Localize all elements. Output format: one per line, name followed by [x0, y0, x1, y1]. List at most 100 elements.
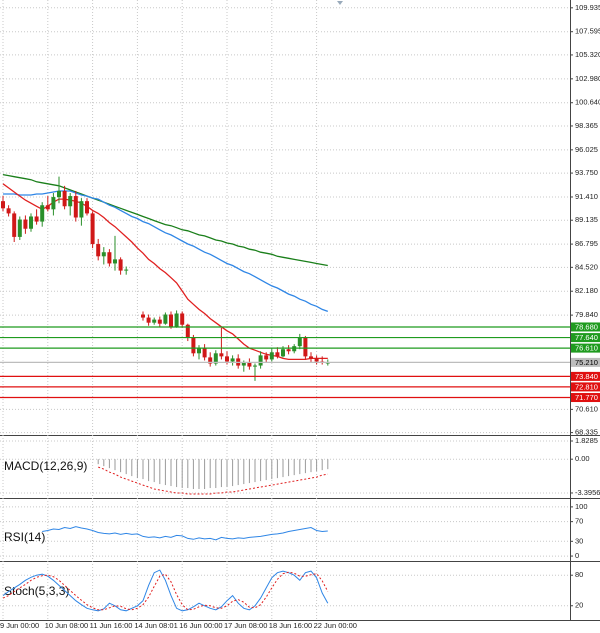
level-tag — [571, 382, 600, 392]
x-tick-label: 16 Jun 00:00 — [179, 621, 222, 630]
series-line — [2, 569, 329, 612]
candle-body — [253, 365, 257, 367]
candle-body — [213, 353, 218, 364]
candle-body — [208, 357, 213, 364]
histogram-bar — [187, 459, 189, 489]
y-tick-label: 82.180 — [575, 286, 598, 295]
candle-body — [281, 349, 285, 357]
histogram-bar — [237, 459, 239, 486]
histogram-bar — [304, 459, 306, 474]
y-tick-label: 20 — [575, 601, 583, 610]
candle-body — [118, 259, 123, 271]
candle-body — [51, 197, 56, 210]
histogram-bar — [136, 459, 138, 479]
candle-body — [325, 362, 330, 364]
candle-body — [219, 353, 224, 357]
candle-body — [29, 216, 33, 229]
candle-body — [68, 196, 73, 207]
candle-body — [185, 324, 190, 338]
y-tick-label: 91.410 — [575, 192, 598, 201]
indicator-title: RSI(14) — [4, 530, 45, 544]
histogram-bar — [248, 459, 250, 484]
histogram-bar — [209, 459, 211, 489]
candle-body — [197, 348, 201, 354]
level-tag — [571, 322, 600, 332]
histogram-bar — [192, 459, 194, 490]
indicator-title: MACD(12,26,9) — [4, 459, 87, 473]
candle-body — [297, 337, 302, 347]
y-tick-label: 79.840 — [575, 310, 598, 319]
candle-body — [269, 352, 274, 360]
histogram-bar — [170, 459, 172, 487]
candle-body — [17, 219, 22, 237]
x-tick-label: 17 Jun 08:00 — [224, 621, 267, 630]
candle-body — [1, 201, 5, 209]
histogram-bar — [159, 459, 161, 485]
candle-body — [152, 319, 157, 323]
histogram-bar — [125, 459, 127, 475]
candle-body — [191, 337, 196, 354]
histogram-bar — [220, 459, 222, 488]
level-label: 77.640 — [575, 333, 598, 342]
y-tick-label: 0 — [575, 551, 579, 560]
candle-body — [34, 216, 39, 222]
candle-body — [286, 349, 291, 352]
histogram-bar — [198, 459, 200, 490]
candle-body — [174, 313, 179, 327]
level-tag — [571, 371, 600, 381]
candle-body — [275, 352, 280, 357]
candle-body — [6, 208, 11, 214]
histogram-bar — [103, 459, 105, 467]
histogram-bar — [148, 459, 150, 482]
candle-body — [85, 201, 89, 214]
histogram-bar — [310, 459, 312, 473]
series-line — [2, 183, 328, 361]
y-tick-label: 93.750 — [575, 168, 598, 177]
y-tick-label: 100 — [575, 502, 588, 511]
candle-body — [146, 317, 151, 323]
histogram-bar — [120, 459, 122, 473]
x-tick-label: 14 Jun 08:01 — [134, 621, 177, 630]
histogram-bar — [114, 459, 116, 471]
candle-body — [314, 358, 319, 362]
candle-body — [292, 346, 297, 352]
histogram-bar — [271, 459, 273, 480]
y-tick-label: 30 — [575, 536, 583, 545]
y-tick-label: 89.135 — [575, 215, 598, 224]
y-tick-label: 84.520 — [575, 262, 598, 271]
candle-body — [12, 213, 17, 237]
histogram-bar — [153, 459, 155, 483]
candle-body — [163, 314, 168, 324]
y-tick-label: 107.595 — [575, 27, 600, 36]
y-tick-label: 80 — [575, 570, 583, 579]
y-tick-label: 68.335 — [575, 428, 598, 437]
histogram-bar — [142, 459, 144, 480]
scroll-marker — [337, 1, 343, 5]
candle-body — [73, 196, 78, 218]
histogram-bar — [282, 459, 284, 478]
candle-body — [230, 358, 235, 362]
candle-body — [258, 355, 263, 366]
y-tick-label: 96.025 — [575, 145, 598, 154]
candle-body — [113, 259, 117, 264]
x-tick-label: 22 Jun 00:00 — [314, 621, 357, 630]
histogram-bar — [226, 459, 228, 488]
histogram-bar — [276, 459, 278, 479]
histogram-bar — [260, 459, 262, 482]
candle-body — [202, 348, 207, 358]
histogram-bar — [316, 459, 318, 472]
candle-body — [62, 190, 67, 207]
y-tick-label: 105.320 — [575, 50, 600, 59]
y-tick-label: 70.610 — [575, 404, 598, 413]
y-tick-label: 86.795 — [575, 239, 598, 248]
candle-body — [79, 201, 84, 218]
level-label: 75.210 — [575, 358, 598, 367]
candle-body — [23, 219, 28, 229]
histogram-bar — [254, 459, 256, 483]
candle-body — [96, 244, 101, 257]
histogram-bar — [181, 459, 183, 489]
series-line — [2, 571, 329, 611]
candle-body — [241, 362, 246, 366]
level-label: 71.770 — [575, 393, 598, 402]
